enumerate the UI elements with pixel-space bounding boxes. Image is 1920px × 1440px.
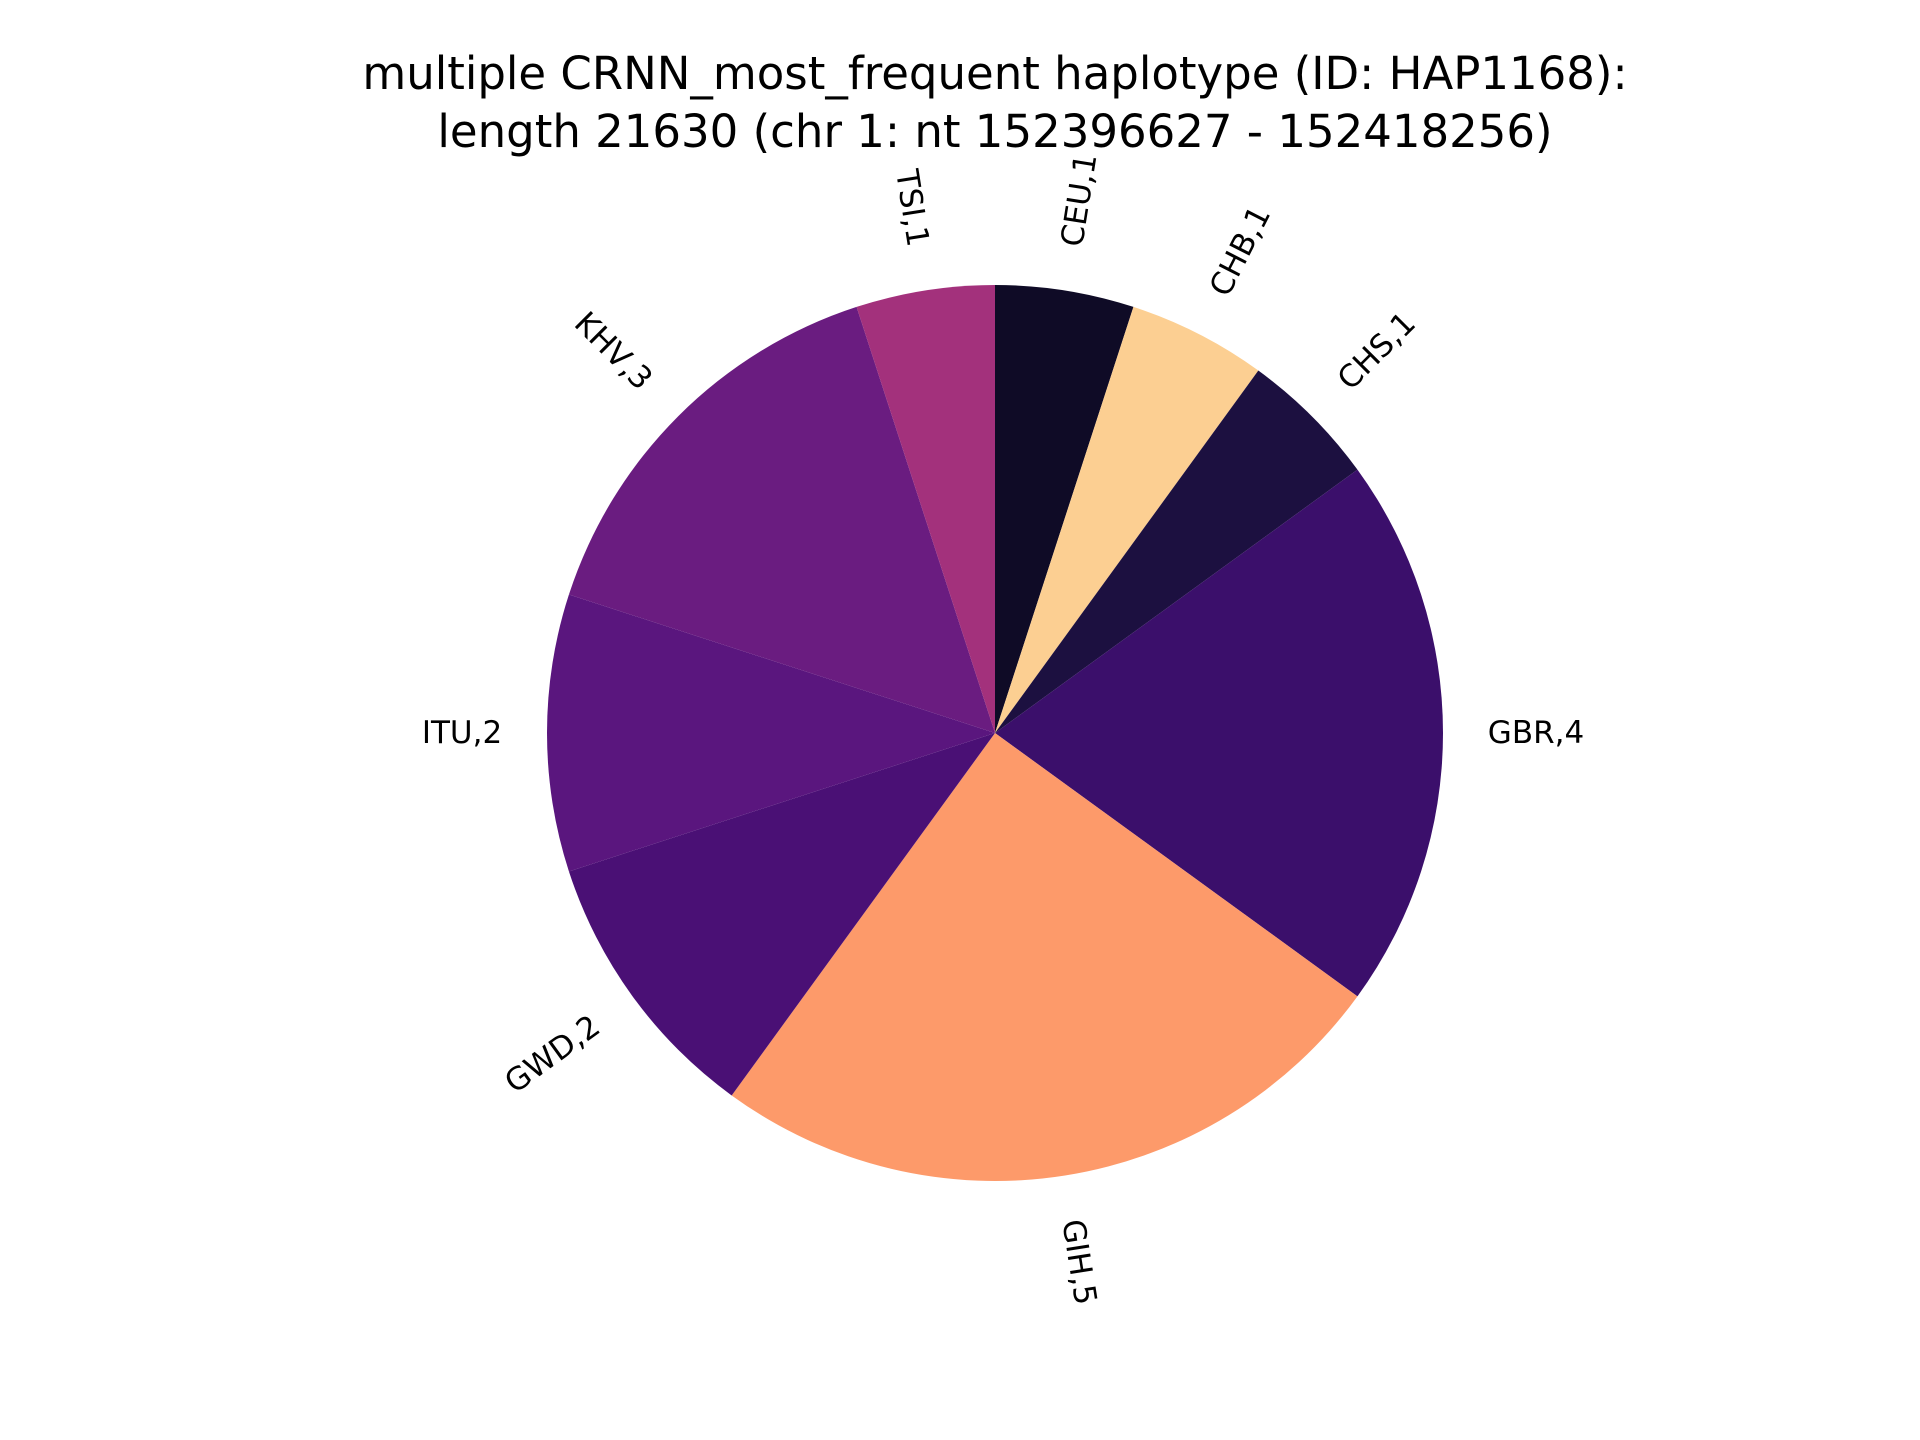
pie-slice-khv: [568, 306, 995, 733]
pie-slice-gwd: [568, 733, 995, 1096]
pie-slice-tsi: [856, 285, 995, 733]
pie-label-tsi: TSI,1: [888, 166, 936, 249]
chart-title-line-1: multiple CRNN_most_frequent haplotype (I…: [362, 47, 1627, 100]
chart-title-line-2: length 21630 (chr 1: nt 152396627 - 1524…: [437, 105, 1552, 158]
pie-label-ceu: CEU,1: [1054, 151, 1104, 249]
pie-label-gih: GIH,5: [1054, 1217, 1103, 1308]
pie-slice-ceu: [995, 285, 1134, 733]
pie-label-gwd: GWD,2: [498, 1008, 607, 1101]
pie-slice-itu: [547, 594, 995, 872]
pie-label-chs: CHS,1: [1331, 305, 1423, 397]
pie-slices: [547, 285, 1444, 1182]
pie-slice-chb: [995, 306, 1259, 733]
pie-label-gbr: GBR,4: [1488, 715, 1584, 751]
pie-label-chb: CHB,1: [1203, 200, 1279, 302]
pie-label-khv: KHV,3: [567, 305, 659, 397]
pie-slice-chs: [995, 370, 1358, 733]
pie-slice-gih: [731, 733, 1358, 1182]
pie-label-itu: ITU,2: [422, 715, 502, 751]
pie-slice-gbr: [995, 469, 1444, 997]
